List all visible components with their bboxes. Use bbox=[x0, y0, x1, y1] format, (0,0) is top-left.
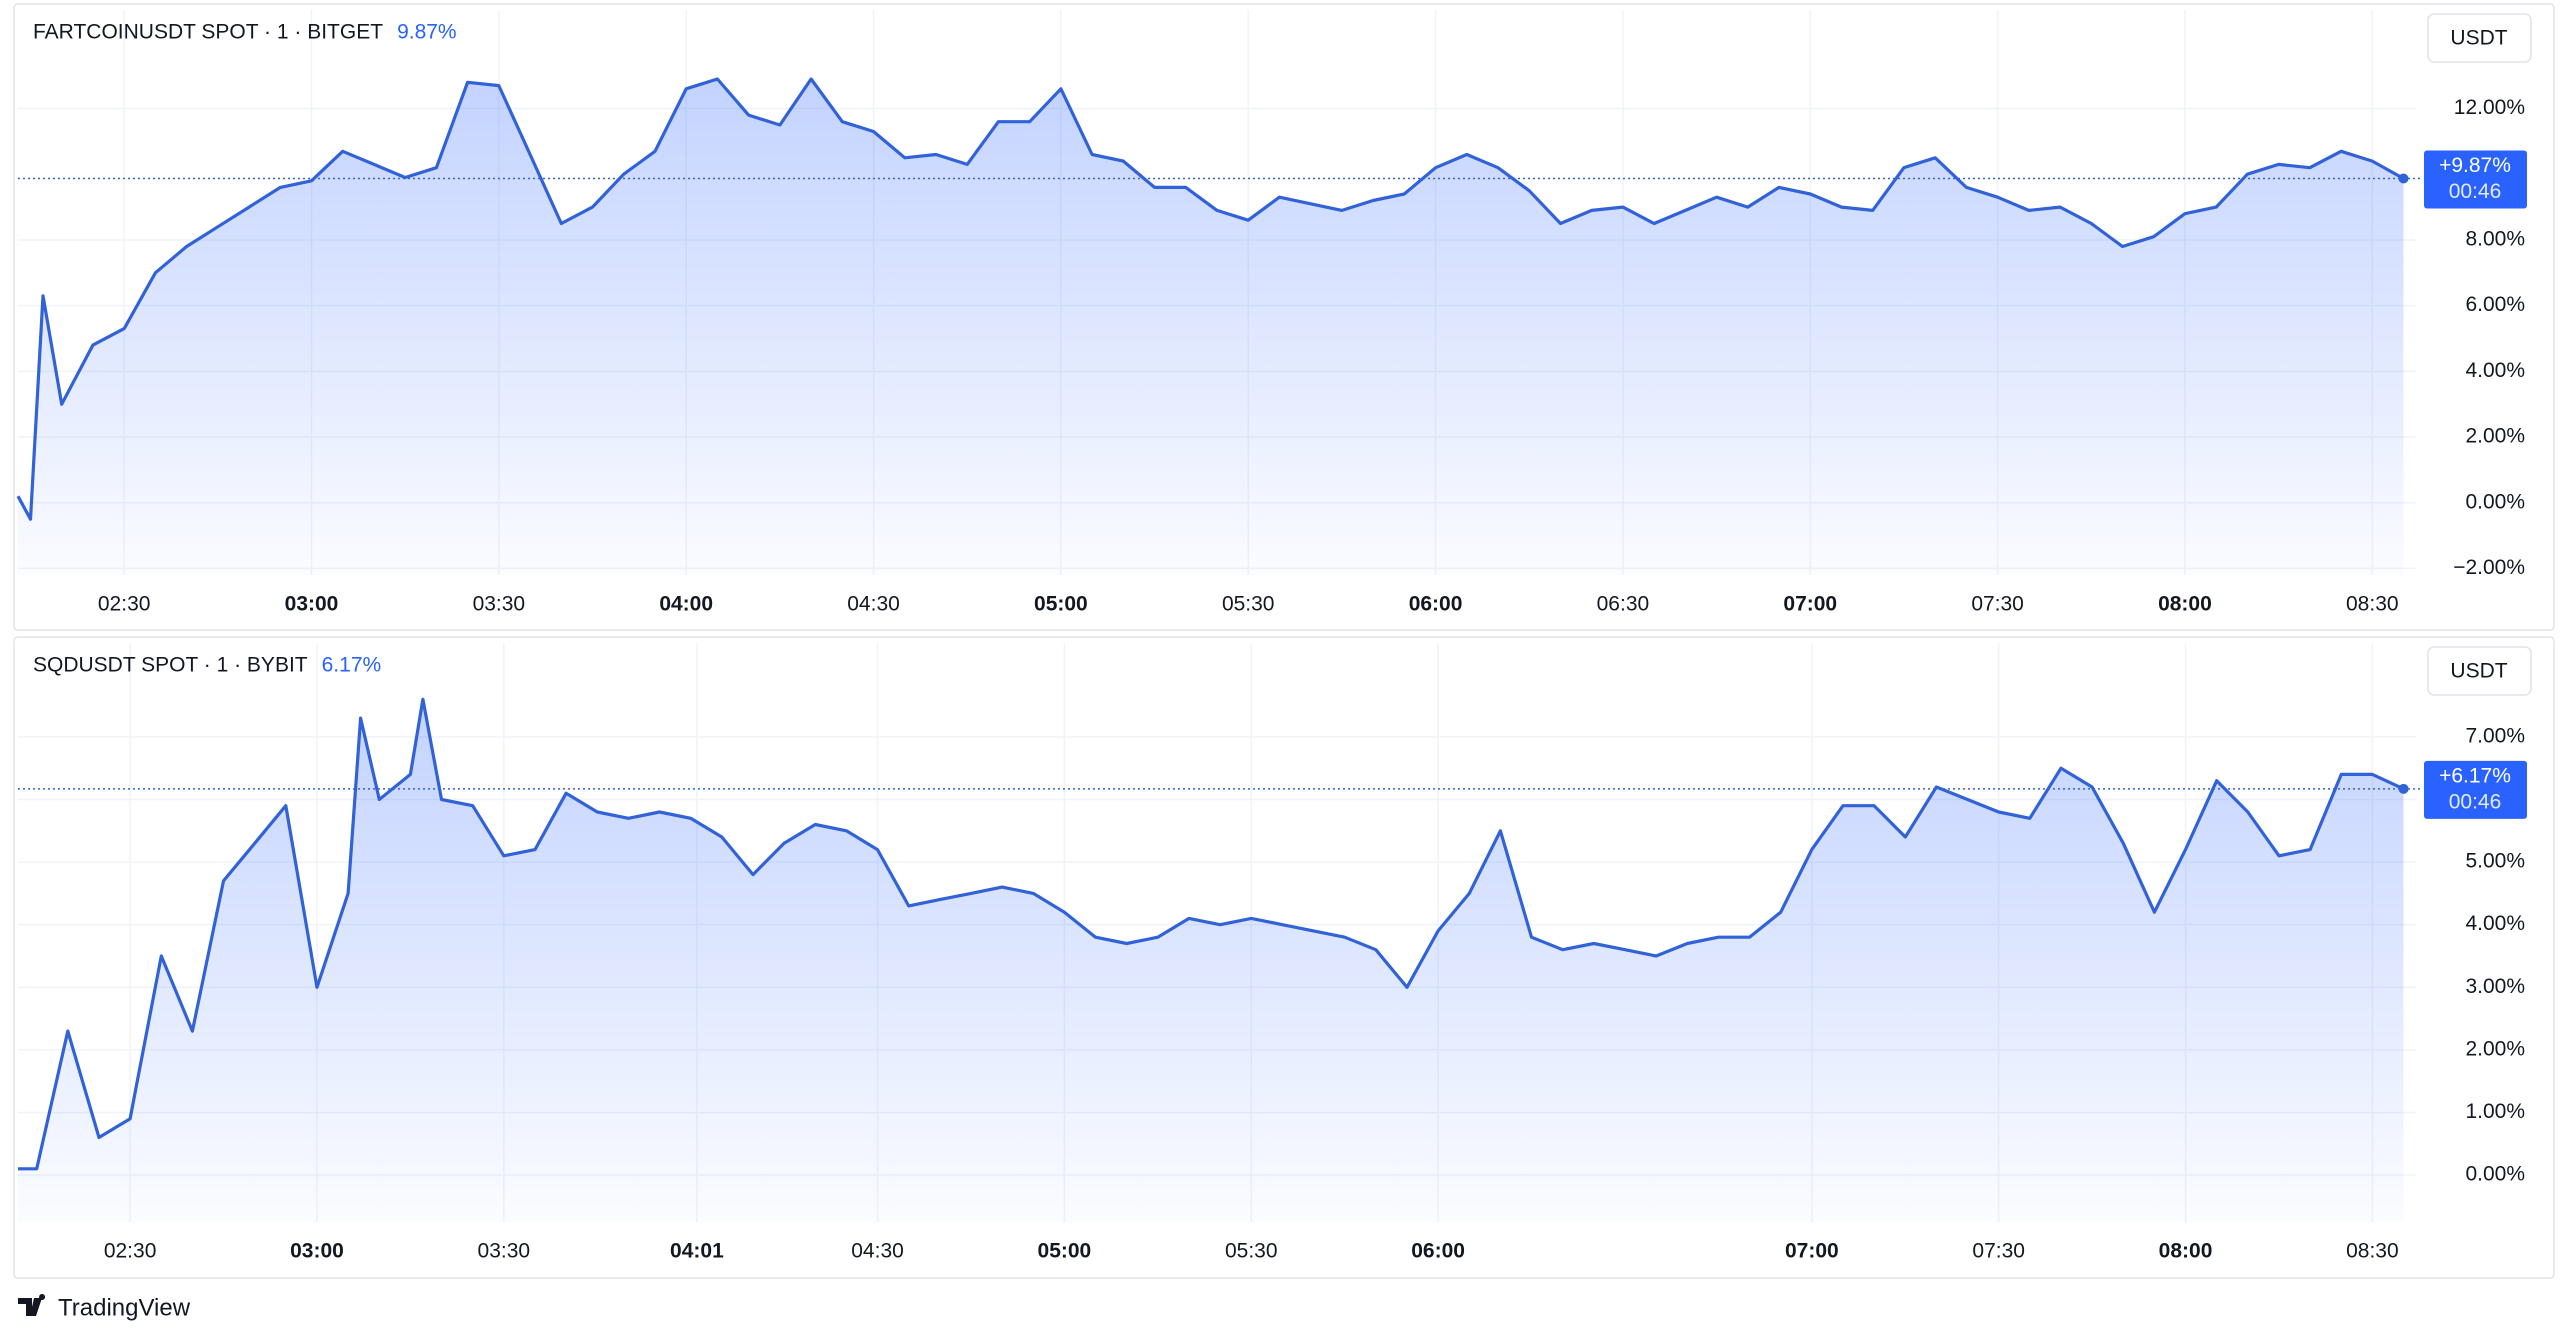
y-tick-label: 1.00% bbox=[2465, 1100, 2525, 1123]
x-tick-label: 07:00 bbox=[1783, 593, 1837, 616]
y-tick-label: 7.00% bbox=[2465, 724, 2525, 747]
pane-border bbox=[13, 3, 2555, 631]
y-tick-label: 6.00% bbox=[2465, 293, 2525, 316]
x-tick-label: 08:00 bbox=[2159, 1240, 2213, 1263]
x-tick-label: 02:30 bbox=[104, 1240, 157, 1263]
last-value-label: +9.87% bbox=[2439, 154, 2511, 177]
y-tick-label: 12.00% bbox=[2454, 96, 2525, 119]
area-fill bbox=[18, 699, 2404, 1222]
y-tick-label: 5.00% bbox=[2465, 850, 2525, 873]
price-line bbox=[16, 77, 2405, 521]
y-tick-label: −2.00% bbox=[2453, 556, 2525, 579]
y-tick-label: 0.00% bbox=[2465, 490, 2525, 513]
x-tick-label: 06:00 bbox=[1409, 593, 1463, 616]
x-tick-label: 03:30 bbox=[473, 593, 526, 616]
x-tick-label: 05:30 bbox=[1222, 593, 1275, 616]
y-tick-label: 8.00% bbox=[2465, 227, 2525, 250]
countdown: 00:46 bbox=[2449, 180, 2502, 203]
area-fill bbox=[18, 79, 2404, 575]
y-tick-label: 4.00% bbox=[2465, 359, 2525, 382]
last-value-label: +6.17% bbox=[2439, 764, 2511, 787]
x-tick-label: 07:30 bbox=[1971, 593, 2024, 616]
currency-label: USDT bbox=[2450, 27, 2507, 50]
x-tick-label: 04:30 bbox=[847, 593, 900, 616]
x-tick-label: 02:30 bbox=[98, 593, 151, 616]
x-tick-label: 04:01 bbox=[670, 1240, 724, 1263]
x-tick-label: 08:30 bbox=[2346, 1240, 2399, 1263]
x-tick-label: 04:30 bbox=[851, 1240, 904, 1263]
currency-box bbox=[2427, 13, 2532, 63]
chart-title: FARTCOINUSDT SPOT · 1 · BITGET bbox=[33, 21, 383, 44]
last-value-badge bbox=[2424, 150, 2527, 209]
chart-title: SQDUSDT SPOT · 1 · BYBIT bbox=[33, 654, 308, 677]
x-tick-label: 03:00 bbox=[290, 1240, 344, 1263]
y-tick-label: 2.00% bbox=[2465, 425, 2525, 448]
last-point bbox=[2398, 173, 2409, 184]
x-tick-label: 06:30 bbox=[1597, 593, 1650, 616]
y-tick-label: 0.00% bbox=[2465, 1163, 2525, 1186]
x-tick-label: 08:30 bbox=[2346, 593, 2399, 616]
y-tick-label: 2.00% bbox=[2465, 1037, 2525, 1060]
last-point bbox=[2398, 783, 2409, 794]
pane-border bbox=[13, 636, 2555, 1279]
y-tick-label: 3.00% bbox=[2465, 975, 2525, 998]
currency-label: USDT bbox=[2450, 660, 2507, 683]
x-tick-label: 03:30 bbox=[478, 1240, 531, 1263]
x-tick-label: 06:00 bbox=[1411, 1240, 1465, 1263]
change-label: 6.17% bbox=[322, 654, 382, 677]
countdown: 00:46 bbox=[2449, 790, 2502, 813]
x-tick-label: 08:00 bbox=[2158, 593, 2212, 616]
x-tick-label: 04:00 bbox=[659, 593, 713, 616]
last-value-badge bbox=[2424, 760, 2527, 819]
price-line bbox=[18, 697, 2405, 1171]
currency-box bbox=[2427, 646, 2532, 696]
x-tick-label: 07:30 bbox=[1972, 1240, 2025, 1263]
x-tick-label: 05:00 bbox=[1038, 1240, 1092, 1263]
change-label: 9.87% bbox=[397, 21, 457, 44]
x-tick-label: 03:00 bbox=[285, 593, 339, 616]
footer-brand: TradingView bbox=[58, 1294, 191, 1321]
x-tick-label: 05:30 bbox=[1225, 1240, 1278, 1263]
x-tick-label: 07:00 bbox=[1785, 1240, 1839, 1263]
x-tick-label: 05:00 bbox=[1034, 593, 1088, 616]
tradingview-logo bbox=[18, 1294, 46, 1316]
y-tick-label: 4.00% bbox=[2465, 912, 2525, 935]
